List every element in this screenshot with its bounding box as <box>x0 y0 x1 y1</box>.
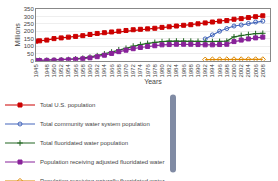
svg-text:Millions: Millions <box>14 23 21 47</box>
svg-text:1952: 1952 <box>58 64 64 78</box>
svg-text:2004: 2004 <box>245 64 251 78</box>
svg-text:1972: 1972 <box>130 64 136 78</box>
svg-text:350: 350 <box>24 6 35 12</box>
svg-text:1970: 1970 <box>123 64 129 78</box>
svg-text:1996: 1996 <box>217 64 223 78</box>
svg-text:50: 50 <box>27 51 34 57</box>
svg-text:2002: 2002 <box>238 64 244 78</box>
svg-text:1954: 1954 <box>65 64 71 78</box>
svg-text:1994: 1994 <box>209 64 215 78</box>
svg-text:150: 150 <box>24 36 35 42</box>
svg-text:1966: 1966 <box>109 64 115 78</box>
svg-text:1968: 1968 <box>116 64 122 78</box>
svg-text:0: 0 <box>30 58 34 64</box>
svg-text:1962: 1962 <box>94 64 100 78</box>
svg-text:Population receiving adjusted: Population receiving adjusted fluoridate… <box>40 159 164 165</box>
svg-text:100: 100 <box>24 43 35 49</box>
svg-text:1958: 1958 <box>80 64 86 78</box>
svg-text:Total fluoridated water popula: Total fluoridated water population <box>40 140 128 146</box>
svg-text:1948: 1948 <box>44 64 50 78</box>
svg-text:1986: 1986 <box>181 64 187 78</box>
svg-text:1982: 1982 <box>166 64 172 78</box>
svg-text:1960: 1960 <box>87 64 93 78</box>
svg-text:1978: 1978 <box>152 64 158 78</box>
svg-text:1974: 1974 <box>137 64 143 78</box>
svg-text:2000: 2000 <box>231 64 237 78</box>
svg-text:1956: 1956 <box>73 64 79 78</box>
svg-text:Years: Years <box>144 78 162 85</box>
svg-text:300: 300 <box>24 14 35 20</box>
svg-text:2006: 2006 <box>253 64 259 78</box>
svg-text:1950: 1950 <box>51 64 57 78</box>
svg-text:1945: 1945 <box>33 64 39 78</box>
svg-text:Total community water system p: Total community water system population <box>40 121 150 127</box>
svg-text:1964: 1964 <box>101 64 107 78</box>
svg-text:1992: 1992 <box>202 64 208 78</box>
svg-text:Population receiving naturally: Population receiving naturally fluoridat… <box>40 178 164 181</box>
svg-text:Total U.S. population: Total U.S. population <box>40 102 95 108</box>
svg-text:1990: 1990 <box>195 64 201 78</box>
svg-text:1988: 1988 <box>188 64 194 78</box>
svg-text:200: 200 <box>24 28 35 34</box>
svg-text:2008: 2008 <box>260 64 266 78</box>
svg-text:250: 250 <box>24 21 35 27</box>
svg-text:1984: 1984 <box>173 64 179 78</box>
svg-text:1980: 1980 <box>159 64 165 78</box>
svg-text:1998: 1998 <box>224 64 230 78</box>
svg-text:1976: 1976 <box>145 64 151 78</box>
